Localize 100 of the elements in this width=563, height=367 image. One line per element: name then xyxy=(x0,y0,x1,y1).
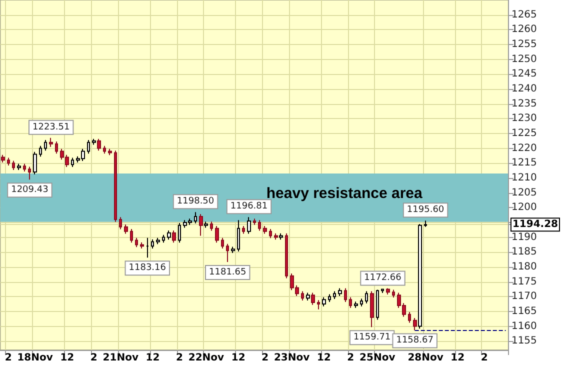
candlestick xyxy=(322,296,326,307)
candlestick xyxy=(210,221,213,232)
candlestick xyxy=(311,292,315,306)
candlestick xyxy=(28,166,31,180)
candlestick xyxy=(344,288,347,302)
candlestick xyxy=(194,212,197,224)
candlestick xyxy=(386,288,390,296)
y-tick-label: 1175 xyxy=(511,276,537,288)
candlestick xyxy=(354,301,358,308)
candlestick xyxy=(328,294,331,302)
candlestick xyxy=(231,246,235,254)
candlestick xyxy=(279,232,283,240)
candlestick xyxy=(258,220,261,232)
candlestick xyxy=(119,216,122,230)
annotation: 1159.71 xyxy=(353,332,391,343)
candlestick xyxy=(253,218,256,226)
y-tick-label: 1235 xyxy=(511,98,537,110)
annotation: 1198.50 xyxy=(176,196,214,207)
candlestick xyxy=(92,138,96,146)
candlestick xyxy=(140,242,144,250)
candlestick xyxy=(242,226,245,234)
y-tick-label: 1250 xyxy=(511,54,537,65)
candlestick xyxy=(151,238,154,250)
candlestick xyxy=(418,223,422,330)
x-tick-label: 28Nov xyxy=(408,352,444,364)
x-tick-label: 2 xyxy=(90,352,98,364)
y-tick-label: 1200 xyxy=(511,202,537,214)
y-tick-label: 1185 xyxy=(511,246,537,258)
candlestick xyxy=(306,292,310,301)
annotation: 1158.67 xyxy=(396,336,434,346)
candlestick xyxy=(114,150,117,222)
candlestick xyxy=(97,138,101,152)
candlestick xyxy=(108,148,112,156)
candlestick xyxy=(424,220,427,228)
x-tick-label: 2 xyxy=(480,352,488,364)
candlestick xyxy=(135,237,138,248)
candlestick xyxy=(360,298,363,307)
y-tick-label: 1260 xyxy=(511,24,537,36)
candlestick xyxy=(33,151,37,175)
y-tick-label: 1230 xyxy=(511,113,537,124)
candlestick xyxy=(55,140,58,154)
x-tick-label: 25Nov xyxy=(360,352,396,364)
candlestick xyxy=(71,157,74,168)
candlestick xyxy=(317,300,320,310)
candlestick xyxy=(130,228,133,244)
candlestick xyxy=(301,290,304,301)
candlestick xyxy=(23,163,26,172)
x-tick-label: 2 xyxy=(4,352,12,364)
x-tick-label: 2 xyxy=(262,352,269,364)
x-tick-label: 12 xyxy=(146,352,160,364)
candlestick xyxy=(44,140,47,152)
x-tick-label: 12 xyxy=(231,352,246,364)
y-tick-label: 1220 xyxy=(511,142,537,154)
band-label: heavy resistance area xyxy=(266,185,423,202)
x-tick-label: 12 xyxy=(316,352,331,364)
y-tick-label: 1245 xyxy=(511,68,537,80)
y-tick-label: 1225 xyxy=(511,128,537,139)
candlestick xyxy=(12,160,15,170)
candlestick xyxy=(365,290,368,304)
x-tick-label: 21Nov xyxy=(102,352,139,364)
y-tick-label: 1255 xyxy=(511,38,537,50)
candlestick xyxy=(167,230,171,240)
candlestick xyxy=(237,220,240,252)
candlestick xyxy=(269,228,272,239)
annotation: 1209.43 xyxy=(11,185,48,196)
candlestick xyxy=(199,214,203,236)
x-tick-label: 12 xyxy=(60,352,74,364)
candlestick xyxy=(17,163,21,170)
candlestick xyxy=(285,232,288,279)
candlestick xyxy=(172,230,176,244)
y-tick-label: 1160 xyxy=(511,320,537,332)
candlestick xyxy=(263,226,267,234)
y-tick-label: 1265 xyxy=(511,9,537,20)
y-tick-label: 1190 xyxy=(511,232,537,243)
candlestick xyxy=(124,224,128,234)
annotation: 1195.60 xyxy=(406,205,444,216)
y-tick-label: 1170 xyxy=(511,291,537,302)
y-tick-label: 1215 xyxy=(511,158,537,169)
candlestick xyxy=(370,290,374,328)
candlestick xyxy=(413,317,417,331)
candlestick xyxy=(221,237,224,250)
candlestick xyxy=(204,221,208,228)
candlestick xyxy=(215,226,219,244)
candlestick xyxy=(274,232,278,240)
y-tick-label: 1194.28 xyxy=(512,219,558,230)
candlestick xyxy=(156,237,160,245)
candlestick xyxy=(392,289,395,298)
y-tick-label: 1180 xyxy=(511,261,537,272)
candlestick xyxy=(226,243,229,263)
x-tick-label: 2 xyxy=(347,352,354,364)
candlestick xyxy=(7,157,10,166)
candlestick xyxy=(247,216,251,234)
candlestick xyxy=(87,140,90,154)
candlestick xyxy=(49,137,53,148)
y-tick-label: 1240 xyxy=(511,83,537,94)
y-tick-label: 1165 xyxy=(511,306,537,317)
annotation: 1196.81 xyxy=(230,202,268,212)
annotation: 1172.66 xyxy=(364,273,402,284)
candlestick xyxy=(178,222,181,244)
candlestick xyxy=(146,237,149,258)
